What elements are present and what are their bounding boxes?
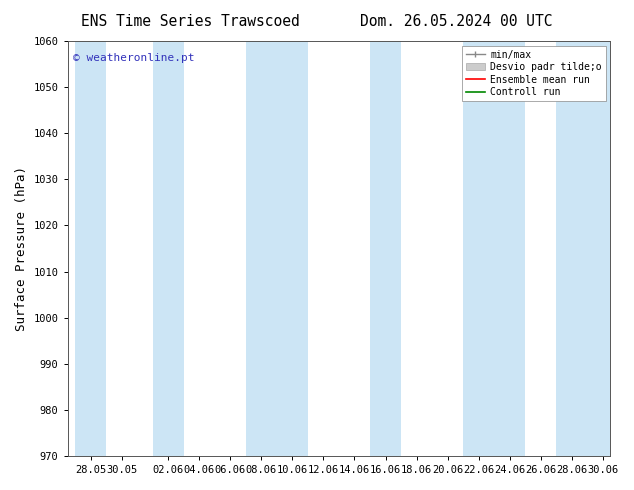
Text: ENS Time Series Trawscoed: ENS Time Series Trawscoed — [81, 14, 300, 29]
Bar — [75, 41, 107, 456]
Bar — [556, 41, 587, 456]
Y-axis label: Surface Pressure (hPa): Surface Pressure (hPa) — [15, 166, 28, 331]
Bar — [246, 41, 277, 456]
Bar — [277, 41, 308, 456]
Text: Dom. 26.05.2024 00 UTC: Dom. 26.05.2024 00 UTC — [360, 14, 553, 29]
Bar — [463, 41, 494, 456]
Bar — [153, 41, 184, 456]
Bar — [494, 41, 525, 456]
Legend: min/max, Desvio padr tilde;o, Ensemble mean run, Controll run: min/max, Desvio padr tilde;o, Ensemble m… — [462, 46, 605, 101]
Text: © weatheronline.pt: © weatheronline.pt — [73, 53, 195, 64]
Bar — [370, 41, 401, 456]
Bar — [587, 41, 618, 456]
